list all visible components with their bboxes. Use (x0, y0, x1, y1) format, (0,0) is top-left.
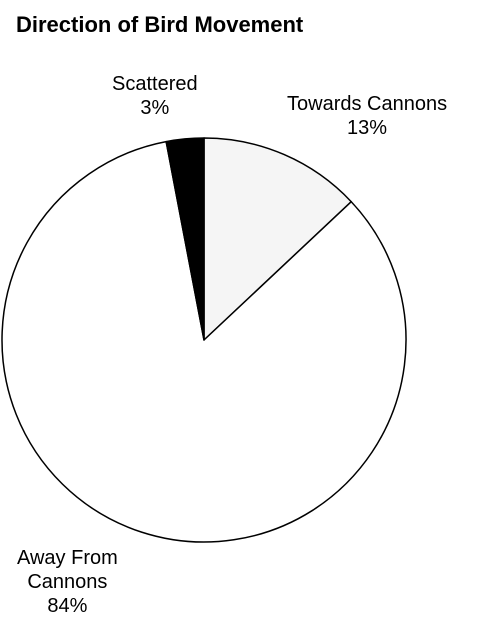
pie-slice-towards-cannons (203, 137, 352, 341)
slice-name-towards-cannons: Towards Cannons (287, 93, 448, 115)
slice-label-scattered: Scattered 3% (112, 72, 198, 120)
slice-name-scattered: Scattered (112, 73, 198, 95)
chart-title: Direction of Bird Movement (16, 12, 304, 37)
slice-label-away-from-cannons: Away From Cannons 84% (17, 546, 118, 618)
slice-name-away-line1: Away From (17, 547, 118, 569)
pie-slice-away-from-cannons (1, 140, 407, 543)
slice-label-towards-cannons: Towards Cannons 13% (287, 92, 447, 140)
slice-value-scattered: 3% (140, 97, 170, 119)
slice-name-away-line2: Cannons (27, 571, 108, 593)
slice-value-away-from-cannons: 84% (47, 595, 88, 617)
pie-slice-scattered (165, 137, 205, 341)
slice-value-towards-cannons: 13% (347, 117, 388, 139)
